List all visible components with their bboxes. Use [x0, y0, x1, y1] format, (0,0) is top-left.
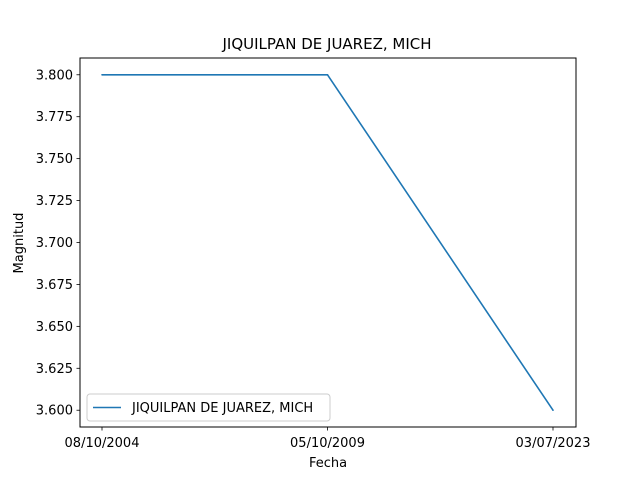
x-axis: 08/10/2004 05/10/2009 03/07/2023	[65, 427, 591, 451]
y-tick-label: 3.675	[36, 278, 73, 293]
legend-label: JIQUILPAN DE JUAREZ, MICH	[131, 401, 313, 416]
chart-title: JIQUILPAN DE JUAREZ, MICH	[221, 35, 431, 53]
series-lines	[101, 73, 554, 412]
data-point	[101, 73, 103, 76]
x-tick-label: 05/10/2009	[290, 436, 365, 451]
plot-frame	[79, 57, 577, 428]
series-line	[102, 73, 554, 411]
y-tick-label: 3.725	[36, 194, 73, 209]
legend: JIQUILPAN DE JUAREZ, MICH	[86, 393, 331, 422]
data-point	[552, 409, 554, 412]
y-tick-label: 3.750	[36, 152, 73, 167]
legend-box	[86, 393, 331, 422]
data-point	[326, 73, 329, 76]
x-tick-label: 03/07/2023	[516, 436, 591, 451]
plot-area	[79, 57, 577, 428]
y-axis: 3.600 3.625 3.650 3.675 3.700 3.725 3.750 3.775…	[36, 68, 80, 419]
y-tick-label: 3.650	[36, 320, 73, 335]
y-tick-label: 3.775	[36, 110, 73, 125]
x-tick-label: 08/10/2004	[65, 436, 140, 451]
y-tick-label: 3.625	[36, 362, 73, 377]
y-axis-label: Magnitud	[12, 213, 27, 274]
y-tick-label: 3.800	[36, 68, 73, 83]
y-tick-label: 3.700	[36, 236, 73, 251]
x-axis-label: Fecha	[309, 456, 347, 471]
y-tick-label: 3.600	[36, 404, 73, 419]
